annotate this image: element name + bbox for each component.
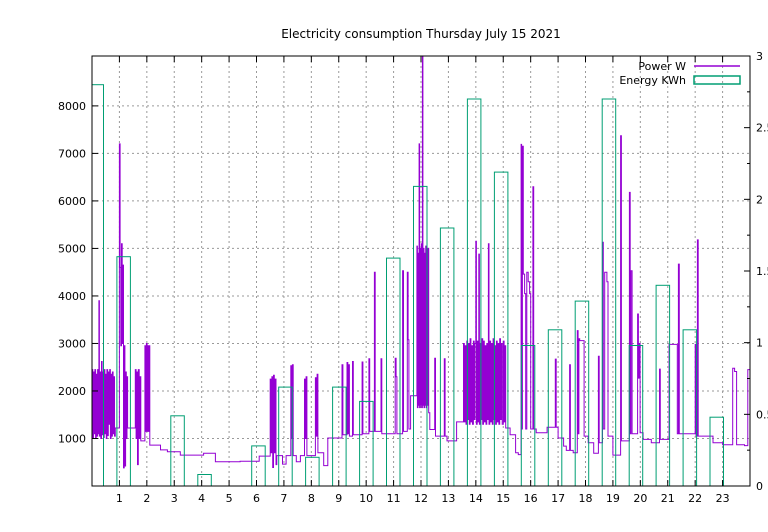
energy-bar-hour-20 [628,345,644,486]
x-tick-label: 22 [688,492,702,505]
x-tick-label: 12 [414,492,428,505]
power-line [92,56,750,469]
y-right-tick-label: 3 [756,50,763,63]
chart-canvas: Electricity consumption Thursday July 15… [58,27,768,505]
x-tick-label: 17 [551,492,565,505]
x-tick-label: 11 [387,492,401,505]
y-left-tick-label: 1000 [58,432,86,445]
y-left-tick-label: 5000 [58,242,86,255]
energy-bar-hour-19 [601,98,617,486]
energy-bar-hour-11 [386,257,401,486]
y-right-tick-label: 1.5 [756,265,768,278]
energy-bar-hour-18 [574,300,590,486]
x-tick-label: 20 [633,492,647,505]
y-left-tick-label: 4000 [58,290,86,303]
y-left-tick-label: 8000 [58,100,86,113]
electricity-consumption-chart: Electricity consumption Thursday July 15… [40,16,768,516]
energy-bar-hour-6 [251,445,266,486]
legend-energy-box-sample [693,75,741,85]
x-tick-label: 6 [253,492,260,505]
energy-bar-hour-8 [305,456,320,486]
x-tick-label: 1 [116,492,123,505]
x-tick-label: 18 [579,492,593,505]
energy-bar-hour-15 [493,171,509,486]
x-tick-label: 13 [441,492,455,505]
grid [92,56,750,486]
energy-bar-hour-7 [278,386,293,486]
energy-bar-hour-21 [655,284,671,486]
x-tick-label: 23 [716,492,730,505]
x-tick-label: 21 [661,492,675,505]
x-tick-label: 9 [335,492,342,505]
axes [91,55,751,487]
x-tick-label: 15 [496,492,510,505]
energy-bar-hour-4 [197,474,212,486]
x-tick-label: 5 [226,492,233,505]
y-left-tick-label: 3000 [58,337,86,350]
energy-bar-hour-3 [170,415,185,486]
legend-label-power: Power W [638,60,686,73]
energy-bar-hour-14 [466,98,482,486]
energy-bar-hour-13 [439,227,455,486]
energy-bar-hour-1 [116,256,131,486]
energy-bar-hour-23 [709,416,724,486]
y-left-tick-label: 7000 [58,147,86,160]
energy-bar-hour-12 [413,185,428,486]
y-right-tick-label: 2.5 [756,122,768,135]
energy-bar-hour-16 [520,345,536,486]
y-right-tick-label: 0.5 [756,408,768,421]
x-tick-label: 2 [143,492,150,505]
energy-bar-hour-9 [332,386,347,486]
energy-bar-hour-22 [682,329,698,486]
y-left-tick-label: 2000 [58,385,86,398]
x-tick-label: 8 [308,492,315,505]
x-tick-label: 4 [198,492,205,505]
x-tick-label: 10 [359,492,373,505]
x-tick-label: 19 [606,492,620,505]
chart-title: Electricity consumption Thursday July 15… [281,27,561,41]
series [92,56,750,486]
legend: Power W Energy KWh [619,60,741,87]
x-tick-label: 7 [280,492,287,505]
x-tick-label: 14 [469,492,483,505]
y-left-tick-label: 6000 [58,195,86,208]
x-tick-label: 16 [524,492,538,505]
y-right-tick-label: 1 [756,337,763,350]
x-tick-label: 3 [171,492,178,505]
legend-label-energy: Energy KWh [619,74,686,87]
y-right-tick-label: 0 [756,480,763,493]
y-right-tick-label: 2 [756,193,763,206]
